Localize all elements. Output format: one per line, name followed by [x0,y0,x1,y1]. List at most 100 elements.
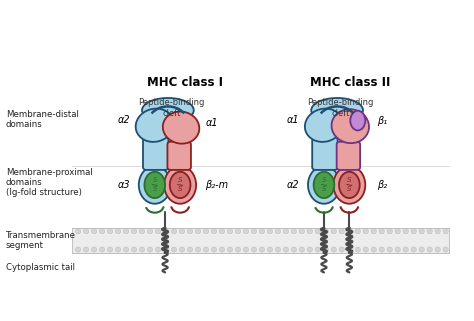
Circle shape [347,247,352,252]
Circle shape [427,229,432,234]
Circle shape [323,247,328,252]
Circle shape [427,247,432,252]
Circle shape [292,229,296,234]
FancyBboxPatch shape [143,137,168,170]
Circle shape [236,229,240,234]
Circle shape [124,247,128,252]
Circle shape [307,247,312,252]
Circle shape [75,247,81,252]
Circle shape [187,229,192,234]
Circle shape [147,229,153,234]
Circle shape [395,229,401,234]
Circle shape [139,229,145,234]
Bar [73,228,448,253]
Ellipse shape [314,172,334,198]
Text: α1: α1 [206,118,218,128]
Text: Transmembrane
segment: Transmembrane segment [6,231,76,250]
Text: Peptide-binding
cleft: Peptide-binding cleft [307,99,374,118]
Text: S: S [153,187,157,192]
Ellipse shape [305,108,343,142]
Circle shape [116,229,121,234]
Circle shape [172,247,177,252]
Circle shape [299,229,304,234]
Circle shape [283,247,289,252]
Ellipse shape [350,111,365,130]
Circle shape [419,247,424,252]
Text: α2: α2 [118,115,130,125]
Text: Membrane-distal
domains: Membrane-distal domains [6,110,79,129]
Text: β₂: β₂ [377,180,387,190]
Circle shape [203,247,209,252]
Circle shape [403,229,408,234]
Circle shape [259,229,264,234]
Circle shape [315,247,320,252]
Circle shape [91,247,97,252]
Ellipse shape [142,98,194,122]
Circle shape [195,247,201,252]
Circle shape [251,229,256,234]
Circle shape [203,229,209,234]
Circle shape [91,229,97,234]
Text: Membrane-proximal
domains
(Ig-fold structure): Membrane-proximal domains (Ig-fold struc… [6,168,92,197]
Circle shape [307,229,312,234]
Circle shape [443,247,448,252]
Circle shape [243,229,248,234]
Circle shape [172,229,177,234]
Circle shape [164,247,169,252]
Circle shape [83,247,89,252]
Ellipse shape [136,108,174,142]
Text: MHC class II: MHC class II [310,76,390,90]
Circle shape [299,247,304,252]
Ellipse shape [339,172,360,198]
Circle shape [83,229,89,234]
Text: S: S [347,178,352,184]
Circle shape [292,247,296,252]
Circle shape [403,247,408,252]
FancyBboxPatch shape [337,142,360,170]
Circle shape [339,247,345,252]
Circle shape [411,247,416,252]
Circle shape [275,247,281,252]
Circle shape [323,229,328,234]
Text: S: S [178,187,182,192]
Text: S: S [153,178,157,184]
Circle shape [195,229,201,234]
Circle shape [228,229,233,234]
Circle shape [219,247,225,252]
Text: α2: α2 [287,180,300,190]
Circle shape [371,247,376,252]
Circle shape [100,247,105,252]
Circle shape [155,247,161,252]
Ellipse shape [145,172,165,198]
Text: MHC class I: MHC class I [147,76,223,90]
Circle shape [75,229,81,234]
Circle shape [339,229,345,234]
Ellipse shape [139,166,171,204]
Text: α1: α1 [287,115,300,125]
Circle shape [236,247,240,252]
Circle shape [155,229,161,234]
Text: Cytoplasmic tail: Cytoplasmic tail [6,263,75,272]
Text: α3: α3 [118,180,130,190]
Circle shape [228,247,233,252]
Text: β₂-m: β₂-m [206,180,228,190]
Text: S: S [347,187,352,192]
Circle shape [363,247,368,252]
Circle shape [211,247,217,252]
Circle shape [164,229,169,234]
Circle shape [379,247,384,252]
Ellipse shape [331,109,369,143]
Circle shape [108,229,113,234]
Circle shape [139,247,145,252]
Text: Peptide-binding
cleft: Peptide-binding cleft [138,99,204,118]
Circle shape [131,229,137,234]
Ellipse shape [170,172,191,198]
Circle shape [180,229,184,234]
Circle shape [259,247,264,252]
Circle shape [100,229,105,234]
Circle shape [443,229,448,234]
Circle shape [211,229,217,234]
Circle shape [387,229,392,234]
Circle shape [267,247,273,252]
Circle shape [419,229,424,234]
